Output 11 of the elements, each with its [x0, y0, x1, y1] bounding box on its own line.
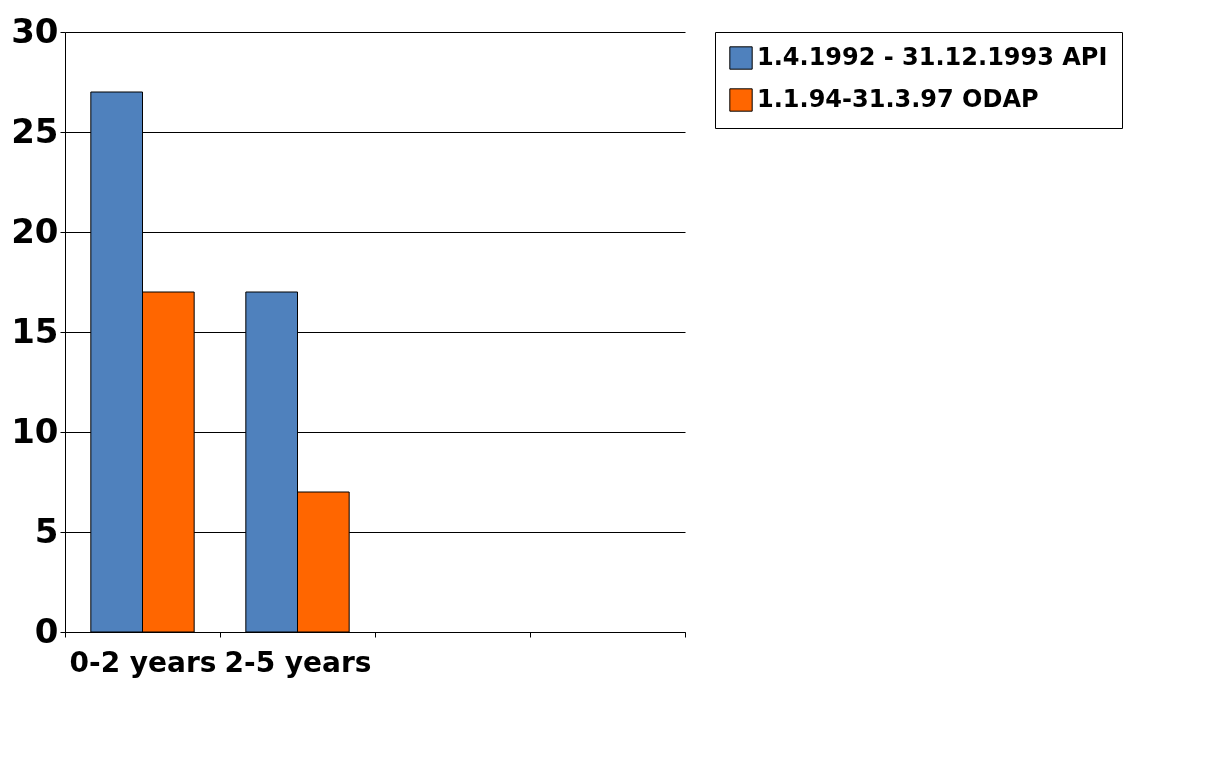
y-tick-label: 25	[11, 110, 59, 151]
y-tick-label: 0	[34, 610, 59, 651]
legend-label: 1.1.94-31.3.97 ODAP	[757, 85, 1039, 113]
y-tick-label: 5	[34, 510, 59, 551]
y-tick-label: 10	[11, 410, 59, 451]
x-tick-label: 0-2 years	[69, 645, 217, 679]
legend-label: 1.4.1992 - 31.12.1993 API	[757, 43, 1108, 71]
y-tick-label: 15	[11, 310, 59, 351]
x-tick-label: 2-5 years	[224, 645, 372, 679]
y-tick-label: 20	[11, 210, 59, 251]
y-tick-label: 30	[11, 10, 59, 51]
